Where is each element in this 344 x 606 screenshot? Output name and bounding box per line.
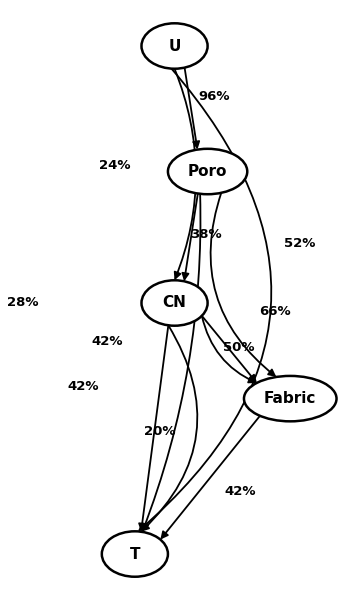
Ellipse shape [102,531,168,577]
Ellipse shape [244,376,336,421]
Text: 52%: 52% [284,237,316,250]
FancyArrowPatch shape [202,316,255,382]
FancyArrowPatch shape [139,325,168,530]
FancyArrowPatch shape [142,194,201,530]
Ellipse shape [168,149,247,195]
Text: CN: CN [163,296,186,310]
FancyArrowPatch shape [162,416,260,538]
Text: 28%: 28% [7,296,38,310]
FancyArrowPatch shape [142,325,197,530]
Text: 20%: 20% [144,425,175,438]
Text: 42%: 42% [68,380,99,393]
Text: Fabric: Fabric [264,391,316,406]
FancyArrowPatch shape [140,68,271,530]
Text: 50%: 50% [223,341,255,355]
FancyArrowPatch shape [211,193,275,376]
Text: 96%: 96% [198,90,230,103]
Text: 24%: 24% [99,159,131,172]
Text: 42%: 42% [225,485,256,498]
FancyArrowPatch shape [182,193,198,279]
Text: Poro: Poro [188,164,227,179]
FancyArrowPatch shape [202,316,256,381]
Ellipse shape [141,23,207,68]
Ellipse shape [141,281,207,325]
Text: U: U [168,39,181,53]
FancyArrowPatch shape [185,68,199,148]
Text: 38%: 38% [190,228,222,241]
FancyArrowPatch shape [174,68,196,278]
Text: T: T [130,547,140,562]
Text: 42%: 42% [91,335,122,348]
Text: 66%: 66% [260,305,291,319]
